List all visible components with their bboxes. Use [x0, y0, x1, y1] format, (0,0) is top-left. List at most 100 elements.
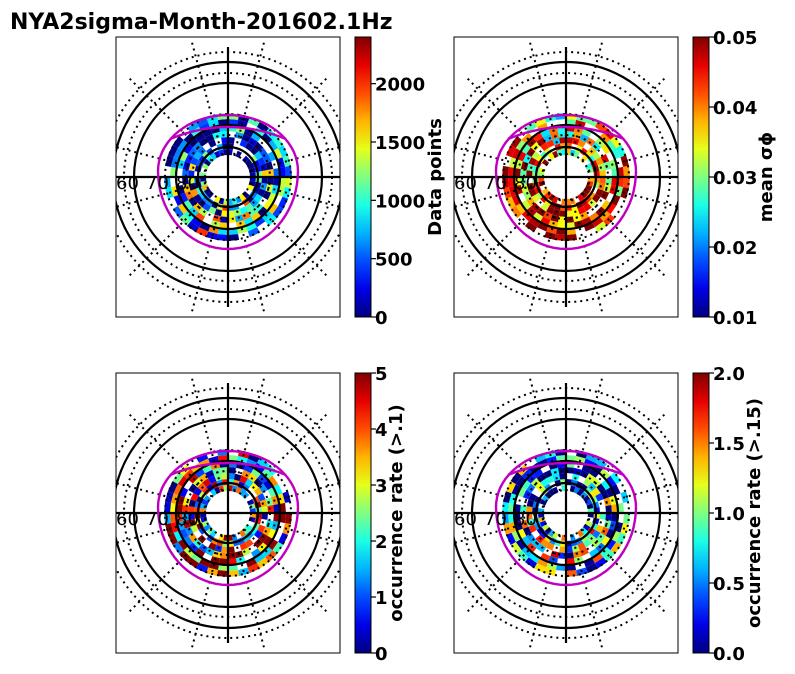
heatmap-cell	[221, 210, 228, 217]
heatmap-cell	[249, 146, 259, 156]
heatmap-cell	[611, 168, 618, 177]
heatmap-cell	[610, 471, 622, 484]
heatmap-cell	[201, 163, 209, 170]
heatmap-cell	[587, 191, 596, 199]
heatmap-cell	[210, 488, 217, 497]
colorbar-tick-label: 0.05	[713, 28, 757, 49]
heatmap-cell	[216, 570, 228, 577]
heatmap-cell	[585, 163, 593, 170]
heatmap-cell	[198, 207, 208, 217]
heatmap-cell	[528, 524, 537, 533]
heatmap-cell	[579, 133, 589, 143]
heatmap-cell	[521, 143, 531, 154]
heatmap-cell	[601, 479, 611, 490]
heatmap-cell	[605, 539, 617, 551]
heatmap-cell	[272, 542, 284, 555]
heatmap-cell	[228, 546, 235, 553]
meridian-line	[454, 182, 545, 209]
heatmap-cell	[196, 563, 209, 574]
colorbar-tick-label: 0.02	[713, 238, 757, 259]
heatmap-cell	[596, 533, 606, 543]
polar-plot: 60 70 80	[454, 377, 678, 649]
heatmap-cell	[228, 198, 233, 205]
heatmap-cell	[249, 527, 258, 535]
meridian-line	[128, 413, 213, 498]
heatmap-cell	[514, 513, 521, 522]
meridian-line	[571, 41, 604, 156]
heatmap-cell	[592, 552, 604, 564]
colorbar-label: mean σϕ	[756, 132, 777, 223]
heatmap-cell	[595, 188, 604, 197]
heatmap-cell	[595, 457, 608, 469]
heatmap-cell	[511, 194, 521, 206]
heatmap-cell	[257, 542, 268, 553]
latitude-label: 70	[146, 173, 169, 194]
heatmap-cell	[540, 142, 549, 151]
heatmap-cell	[510, 471, 522, 484]
heatmap-cell	[601, 200, 611, 211]
heatmap-cell	[249, 191, 258, 199]
heatmap-cell	[193, 487, 202, 496]
heatmap-cell	[566, 222, 575, 229]
heatmap-cell	[188, 170, 195, 177]
heatmap-cell	[188, 483, 198, 493]
heatmap-cell	[177, 475, 189, 487]
heatmap-cell	[172, 471, 184, 484]
heatmap-cell	[257, 557, 270, 569]
heatmap-cell	[585, 563, 598, 574]
heatmap-cell	[605, 203, 617, 215]
heatmap-cell	[228, 210, 235, 217]
heatmap-cell	[199, 558, 211, 568]
meridian-line	[116, 518, 207, 545]
heatmap-cell	[192, 141, 203, 152]
heatmap-cell	[200, 177, 207, 182]
colorbar-tick-label: 2.0	[713, 364, 745, 385]
heatmap-cell	[526, 513, 533, 520]
heatmap-cell	[202, 128, 213, 138]
heatmap-cell	[167, 481, 178, 494]
heatmap-cell	[589, 212, 600, 222]
axes-frame	[115, 372, 341, 654]
heatmap-cell	[582, 495, 591, 502]
heatmap-cell	[536, 543, 546, 553]
heatmap-cell	[254, 552, 266, 564]
heatmap-cell	[184, 154, 194, 164]
heatmap-cell	[595, 524, 604, 533]
heatmap-cell	[511, 530, 521, 542]
panel-4: 60 70 80 0.0 0.5 1.0 1.5 2.0 occurrence rate (>.…	[453, 364, 765, 665]
heatmap-cell	[505, 145, 516, 158]
heatmap-cell	[273, 168, 280, 177]
heatmap-cell	[221, 473, 228, 480]
heatmap-cell	[278, 196, 289, 209]
latitude-label: 70	[484, 509, 507, 530]
heatmap-cell	[206, 534, 214, 543]
heatmap-cell	[239, 139, 248, 148]
heatmap-cell	[600, 190, 610, 200]
heatmap-cell	[253, 538, 264, 549]
heatmap-cell	[247, 163, 255, 170]
heatmap-cell	[566, 546, 573, 553]
heatmap-cell	[526, 206, 537, 217]
heatmap-cell	[261, 177, 268, 184]
heatmap-cell	[528, 216, 540, 228]
heatmap-cell	[206, 527, 214, 535]
heatmap-cell	[515, 139, 527, 151]
heatmap-cell	[528, 552, 540, 564]
heatmap-cell	[538, 513, 545, 518]
heatmap-cell	[557, 222, 566, 229]
figure-title: NYA2sigma-Month-201602.1Hz	[10, 10, 393, 35]
meridian-line	[466, 528, 551, 613]
heatmap-cell	[273, 513, 280, 522]
heatmap-cell	[510, 206, 522, 219]
heatmap-cell	[595, 157, 604, 166]
heatmap-cell	[573, 486, 580, 494]
heatmap-cell	[623, 165, 630, 177]
heatmap-cell	[548, 152, 555, 161]
heatmap-cell	[526, 170, 533, 177]
heatmap-cell	[579, 547, 589, 557]
heatmap-cell	[177, 139, 189, 151]
heatmap-cell	[194, 212, 205, 222]
heatmap-cell	[583, 203, 592, 212]
heatmap-cell	[540, 487, 548, 495]
colorbar	[692, 36, 710, 318]
